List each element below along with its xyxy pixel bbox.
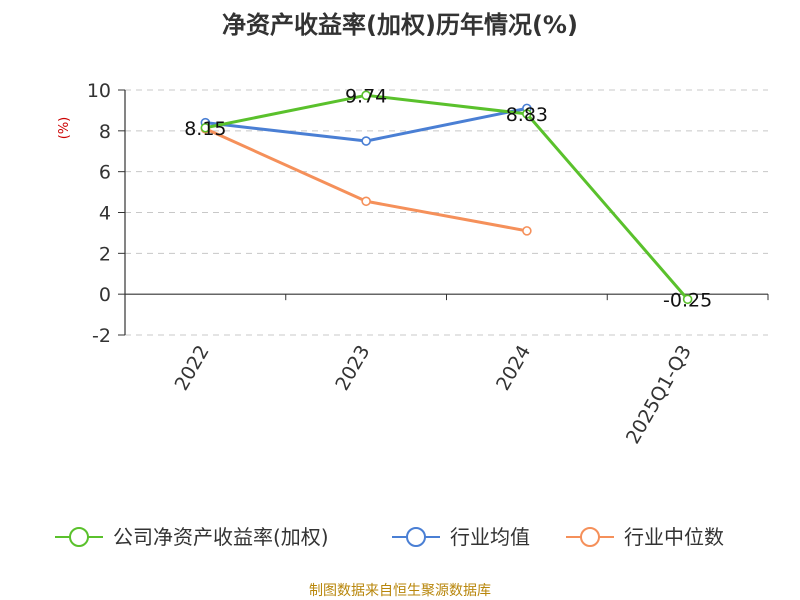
x-tick-label: 2023 bbox=[331, 342, 374, 395]
y-tick-label: 0 bbox=[99, 284, 111, 306]
data-point bbox=[361, 196, 371, 207]
axes bbox=[118, 89, 769, 336]
y-tick-label: 10 bbox=[87, 80, 111, 102]
legend-marker bbox=[69, 527, 89, 547]
chart-title: 净资产收益率(加权)历年情况(%) bbox=[222, 11, 578, 39]
y-ticks: -2 0 2 4 6 8 10 bbox=[87, 80, 111, 347]
data-label: -0.25 bbox=[663, 289, 712, 311]
y-tick-label: 6 bbox=[99, 162, 111, 184]
series-line-0 bbox=[205, 93, 689, 301]
legend: 公司净资产收益率(加权) 行业均值 行业中位数 bbox=[55, 525, 724, 549]
data-point bbox=[682, 294, 693, 305]
x-tick-label: 2022 bbox=[170, 342, 213, 395]
x-tick-label: 2025Q1-Q3 bbox=[622, 342, 696, 448]
series-lines bbox=[204, 93, 689, 301]
series-points bbox=[200, 90, 693, 305]
y-axis-label: (%) bbox=[57, 117, 72, 140]
y-tick-label: 8 bbox=[99, 121, 111, 143]
source-note: 制图数据来自恒生聚源数据库 bbox=[309, 583, 491, 599]
legend-label: 行业中位数 bbox=[624, 525, 724, 549]
legend-label: 行业均值 bbox=[450, 525, 530, 549]
data-point bbox=[361, 136, 371, 146]
data-label: 8.15 bbox=[184, 118, 226, 140]
data-point bbox=[522, 109, 532, 119]
x-tick-label: 2024 bbox=[492, 342, 535, 395]
data-label: 9.74 bbox=[345, 85, 387, 107]
y-tick-label: -2 bbox=[92, 325, 111, 347]
data-label: 8.83 bbox=[506, 104, 548, 126]
data-point bbox=[200, 122, 211, 133]
data-labels: 8.15 9.74 8.83 -0.25 bbox=[184, 85, 712, 311]
legend-marker bbox=[580, 527, 600, 547]
x-ticks: 2022 2023 2024 2025Q1-Q3 bbox=[170, 342, 695, 448]
grid bbox=[125, 89, 768, 336]
data-point bbox=[361, 90, 371, 101]
data-point bbox=[522, 226, 532, 236]
y-tick-label: 2 bbox=[99, 243, 111, 265]
series-line-1 bbox=[205, 106, 528, 143]
legend-marker bbox=[406, 527, 426, 547]
y-tick-label: 4 bbox=[99, 203, 111, 225]
legend-label: 公司净资产收益率(加权) bbox=[113, 525, 329, 549]
